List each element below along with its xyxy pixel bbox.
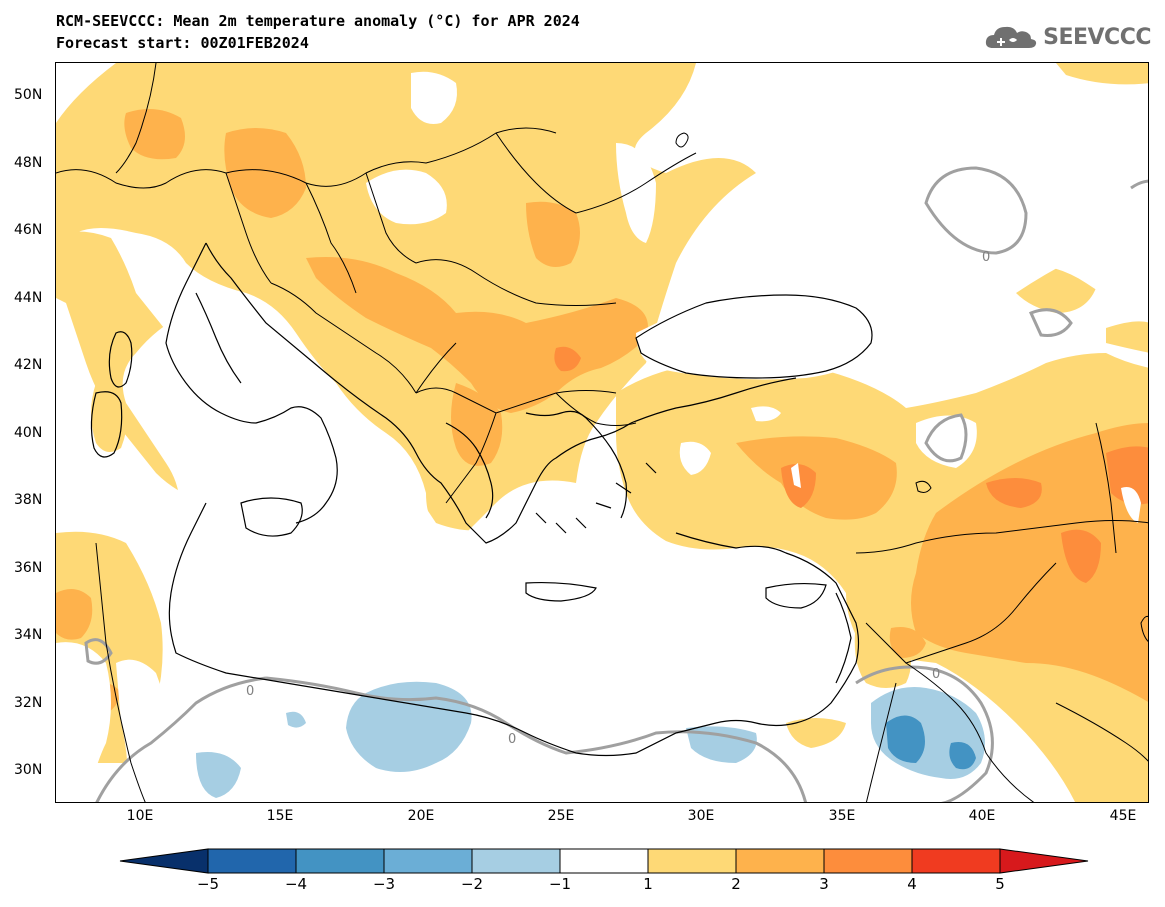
lat-label-50n: 50N xyxy=(14,87,43,103)
colorbar-segment xyxy=(295,848,385,874)
colorbar-label: −4 xyxy=(284,875,308,893)
negative-anomaly xyxy=(196,681,985,798)
contour-label: 0 xyxy=(508,732,516,747)
lat-label-48n: 48N xyxy=(14,155,43,171)
cloud-icon xyxy=(986,26,1037,48)
contour-label: 0 xyxy=(932,667,940,682)
colorbar xyxy=(119,848,1089,874)
colorbar-label: 1 xyxy=(643,875,653,893)
lat-label-32n: 32N xyxy=(14,695,43,711)
colorbar-segment xyxy=(119,848,209,874)
colorbar-segment xyxy=(383,848,473,874)
lon-label-30e: 30E xyxy=(687,808,715,824)
colorbar-label: −5 xyxy=(196,875,220,893)
lat-label-38n: 38N xyxy=(14,492,43,508)
lat-label-34n: 34N xyxy=(14,627,43,643)
forecast-start: Forecast start: 00Z01FEB2024 xyxy=(56,34,309,52)
lat-label-36n: 36N xyxy=(14,560,43,576)
lon-label-20e: 20E xyxy=(407,808,435,824)
lat-label-44n: 44N xyxy=(14,290,43,306)
lon-label-40e: 40E xyxy=(968,808,996,824)
seevccc-logo: SEEVCCC xyxy=(983,22,1151,52)
lon-label-35e: 35E xyxy=(828,808,856,824)
logo-text: SEEVCCC xyxy=(1043,24,1151,50)
lat-label-30n: 30N xyxy=(14,762,43,778)
anomaly-map: 0 0 0 0 xyxy=(55,62,1149,803)
map-title: RCM-SEEVCCC: Mean 2m temperature anomaly… xyxy=(56,12,580,30)
contour-label: 0 xyxy=(982,250,990,265)
zero-contours xyxy=(84,166,1148,802)
country-borders xyxy=(56,63,1148,802)
colorbar-label: 2 xyxy=(731,875,741,893)
colorbar-label: 4 xyxy=(907,875,917,893)
colorbar-segment xyxy=(559,848,649,874)
lat-label-46n: 46N xyxy=(14,222,43,238)
colorbar-segment xyxy=(999,848,1089,874)
lon-label-45e: 45E xyxy=(1109,808,1137,824)
contour-label: 0 xyxy=(246,684,254,699)
colorbar-label: −2 xyxy=(460,875,484,893)
colorbar-label: −3 xyxy=(372,875,396,893)
colorbar-segment xyxy=(647,848,737,874)
lat-label-42n: 42N xyxy=(14,357,43,373)
colorbar-segment xyxy=(735,848,825,874)
colorbar-label: 5 xyxy=(995,875,1005,893)
colorbar-label: −1 xyxy=(548,875,572,893)
lat-label-40n: 40N xyxy=(14,425,43,441)
map-canvas: 0 0 0 0 xyxy=(56,63,1148,802)
colorbar-segment xyxy=(207,848,297,874)
white-sea-areas xyxy=(56,63,1148,802)
colorbar-segment xyxy=(911,848,1001,874)
coastlines xyxy=(90,242,873,757)
colorbar-segment xyxy=(471,848,561,874)
lon-label-25e: 25E xyxy=(547,808,575,824)
lon-label-15e: 15E xyxy=(266,808,294,824)
lon-label-10e: 10E xyxy=(126,808,154,824)
positive-anomaly-2-3 xyxy=(56,109,1148,718)
colorbar-label: 3 xyxy=(819,875,829,893)
lakes-islands xyxy=(675,132,1148,642)
colorbar-segment xyxy=(823,848,913,874)
